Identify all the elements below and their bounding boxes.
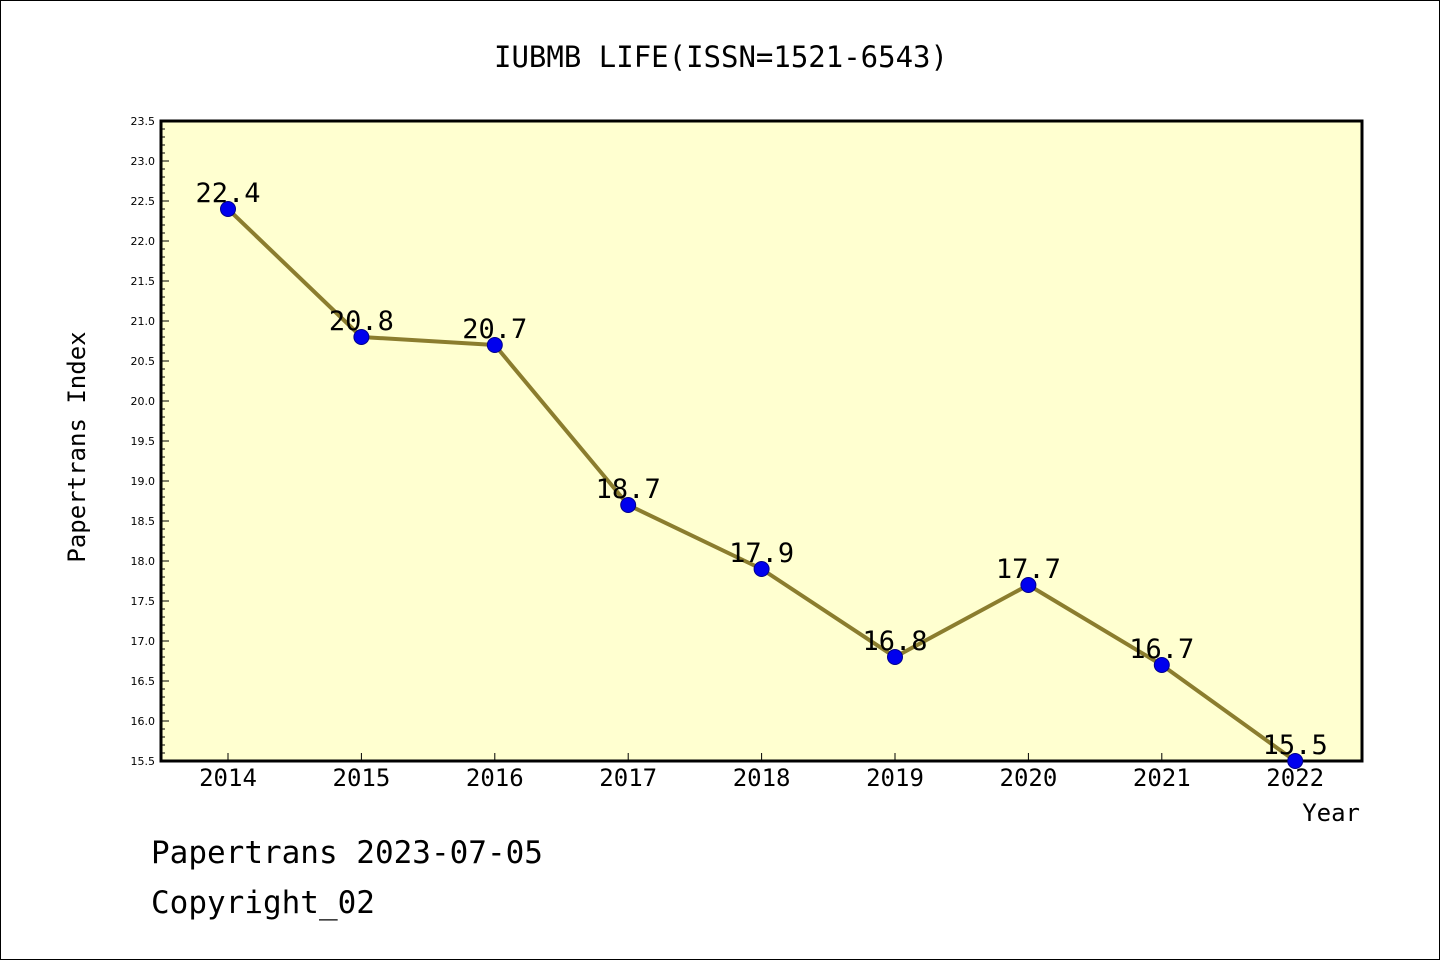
y-tick-label: 22.5 [131,195,156,208]
chart-title: IUBMB LIFE(ISSN=1521-6543) [494,40,948,74]
series-layer [220,201,1304,769]
footer-copyright: Copyright_02 [151,885,375,921]
x-tick-label: 2020 [1000,764,1058,792]
footer-source-date: Papertrans 2023-07-05 [151,835,543,871]
data-point [486,337,503,353]
data-point [887,649,903,665]
x-tick-label: 2017 [599,764,657,792]
y-tick-label: 16.5 [131,675,156,688]
data-point [1020,577,1037,593]
data-label: 17.9 [729,538,794,569]
y-tick-label: 23.0 [131,155,156,168]
y-tick-label: 17.0 [131,635,156,648]
data-point [620,497,637,513]
x-tick-label: 2021 [1133,764,1191,792]
data-label: 18.7 [596,474,661,505]
y-axis: 15.5 16.0 16.5 17.0 17.5 18.0 18.5 19.0 19.5 20.0… [131,115,169,768]
data-point [353,329,370,345]
data-label: 16.8 [862,626,927,657]
data-label: 17.7 [996,554,1061,585]
y-tick-label: 21.5 [131,275,156,288]
y-tick-label: 20.5 [131,355,156,368]
data-point [753,561,770,577]
y-tick-label: 22.0 [131,235,156,248]
plot-area [159,119,1364,763]
y-tick-label: 21.0 [131,315,156,328]
data-point [220,201,236,217]
data-label: 22.4 [195,178,260,209]
y-tick-label: 20.0 [131,395,156,408]
data-label: 20.8 [329,306,394,337]
x-tick-label: 2016 [466,764,524,792]
data-label-layer: 22.4 20.8 20.7 18.7 17.9 16.8 17.7 16.7 15.5 [195,178,1327,761]
data-point [1153,657,1170,673]
y-tick-label: 19.0 [131,475,156,488]
x-axis-label: Year [1302,799,1360,827]
y-tick-label: 15.5 [131,755,156,768]
x-tick-label: 2018 [733,764,791,792]
y-tick-label: 17.5 [131,595,156,608]
x-tick-label: 2014 [199,764,257,792]
y-tick-label: 18.5 [131,515,156,528]
data-label: 15.5 [1263,730,1328,761]
data-label: 16.7 [1129,634,1194,665]
y-tick-label: 16.0 [131,715,156,728]
y-axis-label: Papertrans Index [63,331,91,562]
y-tick-label: 18.0 [131,555,156,568]
data-label: 20.7 [462,314,527,345]
data-point [1287,753,1304,769]
y-tick-label: 23.5 [131,115,156,128]
x-tick-label: 2015 [333,764,391,792]
y-tick-label: 19.5 [131,435,156,448]
x-tick-label: 2019 [866,764,924,792]
